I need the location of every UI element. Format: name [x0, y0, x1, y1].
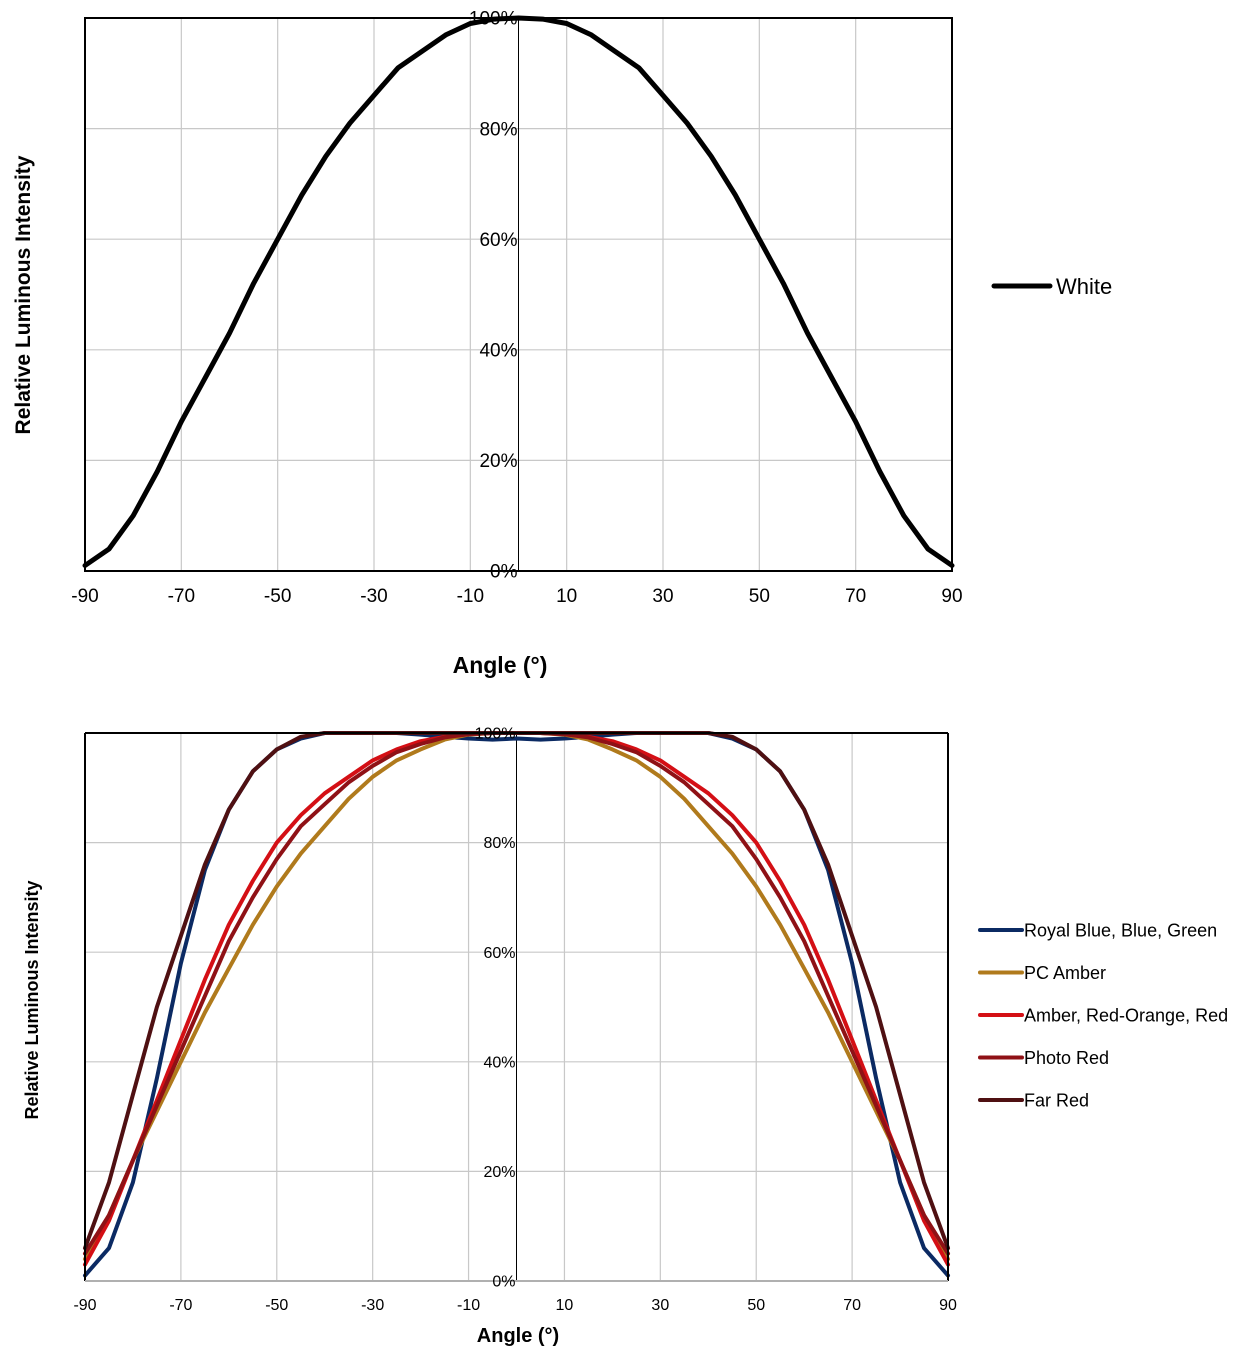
legend-item: Photo Red: [978, 1048, 1109, 1068]
legend-item: Amber, Red-Orange, Red: [978, 1005, 1228, 1025]
y-tick-label: 40%: [479, 340, 517, 361]
legend-label: Royal Blue, Blue, Green: [1024, 920, 1217, 940]
x-axis-title: Angle (°): [477, 1325, 559, 1347]
x-tick-label: -10: [457, 586, 484, 607]
legend-item: White: [991, 274, 1112, 299]
y-tick-label: 60%: [479, 230, 517, 251]
y-tick-label: 100%: [475, 726, 516, 743]
x-tick-label: -30: [360, 586, 387, 607]
legend-label: Amber, Red-Orange, Red: [1024, 1005, 1228, 1025]
chart-2: 0% 20% 40% 60% 80% 100% -90 -70 -50 -30 -10 10 30 50 7…: [22, 726, 1228, 1347]
x-tick-label: -50: [265, 1297, 288, 1314]
y-tick-label: 60%: [483, 945, 515, 962]
x-tick-label: -70: [168, 586, 195, 607]
y-tick-label: 20%: [479, 451, 517, 472]
chart-1: 0% 20% 40% 60% 80% 100% -90 -70 -50 -30 -10 10 30 50 7…: [12, 9, 1112, 678]
plot-frame: [84, 17, 953, 572]
legend-item: Royal Blue, Blue, Green: [978, 920, 1217, 940]
x-tick-label: 90: [941, 586, 962, 607]
x-tick-label: 30: [652, 586, 673, 607]
x-tick-label: -30: [361, 1297, 384, 1314]
x-tick-label: -90: [71, 586, 98, 607]
legend-label: PC Amber: [1024, 963, 1106, 983]
legend-label: Far Red: [1024, 1090, 1089, 1110]
x-tick-label: 70: [843, 1297, 861, 1314]
y-tick-label: 80%: [479, 119, 517, 140]
y-tick-label: 0%: [490, 562, 518, 583]
x-tick-label: 30: [651, 1297, 669, 1314]
legend-item: PC Amber: [978, 963, 1106, 983]
legend-label: Photo Red: [1024, 1048, 1109, 1068]
legend: White: [991, 274, 1112, 299]
x-tick-label: 10: [556, 1297, 574, 1314]
x-tick-label: 90: [939, 1297, 957, 1314]
x-tick-label: 50: [749, 586, 770, 607]
y-axis-title: Relative Luminous Intensity: [12, 155, 35, 434]
x-tick-label: 70: [845, 586, 866, 607]
x-tick-label: -70: [169, 1297, 192, 1314]
y-axis-title: Relative Luminous Intensity: [22, 880, 42, 1119]
x-tick-label: 50: [747, 1297, 765, 1314]
y-tick-label: 20%: [483, 1164, 515, 1181]
y-tick-label: 0%: [492, 1274, 515, 1291]
y-tick-label: 40%: [483, 1054, 515, 1071]
x-tick-label: -10: [457, 1297, 480, 1314]
legend: Royal Blue, Blue, Green PC Amber Amber, Re…: [978, 920, 1228, 1110]
x-tick-label: 10: [556, 586, 577, 607]
legend-item: Far Red: [978, 1090, 1089, 1110]
x-tick-label: -50: [264, 586, 291, 607]
x-axis-title: Angle (°): [453, 652, 548, 678]
y-tick-label: 100%: [469, 9, 518, 30]
x-tick-label: -90: [73, 1297, 96, 1314]
legend-label: White: [1056, 274, 1112, 299]
y-tick-label: 80%: [483, 835, 515, 852]
